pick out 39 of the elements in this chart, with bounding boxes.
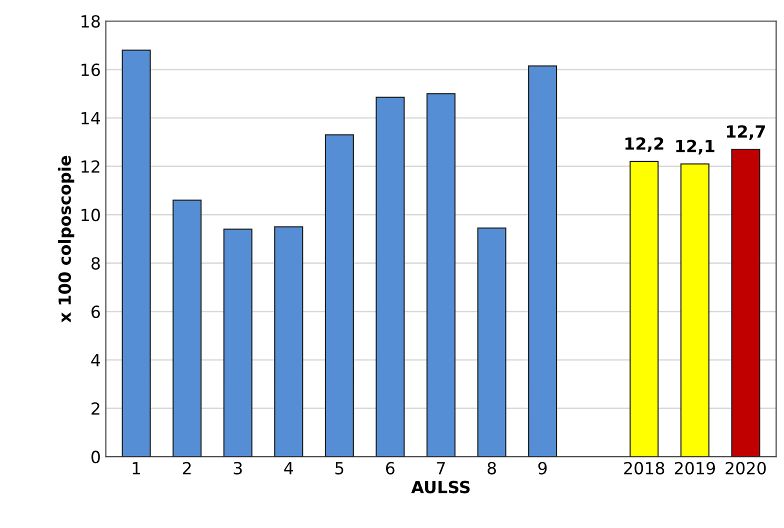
y-tick-label: 16 <box>82 63 100 76</box>
x-axis-title: AULSS <box>411 480 470 494</box>
x-tick-label: 1 <box>132 462 140 474</box>
x-tick-label: 8 <box>488 462 496 474</box>
x-tick-label: 9 <box>538 462 547 474</box>
y-tick-label: 6 <box>92 305 100 318</box>
bar <box>324 134 354 457</box>
bar <box>528 65 558 457</box>
x-tick-label: 3 <box>234 462 242 474</box>
y-tick-label: 10 <box>82 208 100 222</box>
bar <box>680 163 710 457</box>
x-tick-label: 2018 <box>624 462 664 474</box>
bar <box>477 227 506 457</box>
y-axis-title: x 100 colposcopie <box>58 156 74 323</box>
y-tick-label: 12 <box>82 160 100 173</box>
bar <box>223 228 252 457</box>
x-tick-label: 5 <box>335 462 344 474</box>
y-tick-label: 14 <box>82 112 100 124</box>
data-label: 12,7 <box>727 125 765 140</box>
x-tick-label: 7 <box>437 462 445 474</box>
bar <box>426 93 456 457</box>
bar <box>122 50 151 457</box>
data-label: 12,2 <box>625 137 664 152</box>
bar <box>274 226 304 457</box>
data-label: 12,1 <box>676 140 714 154</box>
bar <box>630 160 659 457</box>
y-tick-label: 18 <box>82 15 100 28</box>
y-tick-label: 8 <box>92 257 100 270</box>
x-tick-label: 2 <box>183 462 191 474</box>
bar <box>172 200 202 457</box>
x-tick-label: 6 <box>386 462 394 474</box>
y-tick-label: 0 <box>91 450 100 464</box>
y-tick-label: 4 <box>91 354 100 366</box>
x-tick-label: 2020 <box>726 462 766 474</box>
bar <box>376 96 405 457</box>
y-tick-label: 2 <box>92 402 100 415</box>
x-tick-label: 4 <box>284 462 294 474</box>
bar <box>731 148 760 457</box>
x-tick-label: 2019 <box>674 462 715 474</box>
